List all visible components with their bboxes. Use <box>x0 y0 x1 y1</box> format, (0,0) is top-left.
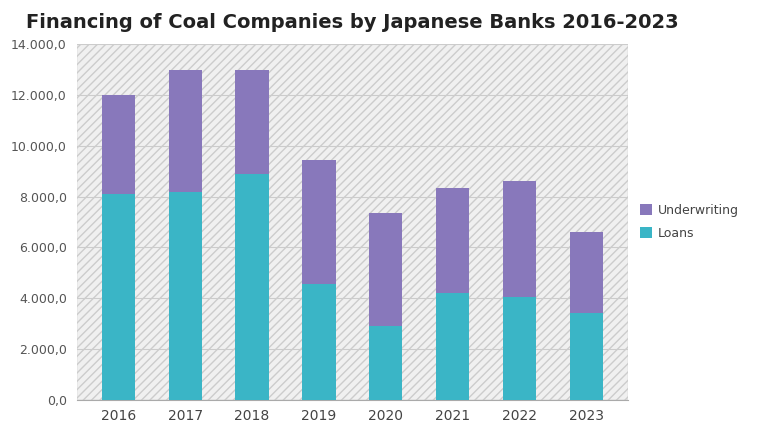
Bar <box>369 326 402 400</box>
Bar <box>436 188 470 293</box>
Title: Financing of Coal Companies by Japanese Banks 2016-2023: Financing of Coal Companies by Japanese … <box>26 13 679 32</box>
Bar <box>502 297 536 400</box>
Bar <box>303 160 336 284</box>
Bar <box>436 293 470 400</box>
Bar <box>102 194 135 400</box>
Bar <box>102 95 135 194</box>
Legend: Underwriting, Loans: Underwriting, Loans <box>640 204 738 240</box>
Bar <box>303 284 336 400</box>
Bar <box>502 182 536 297</box>
Bar <box>570 313 603 400</box>
Bar <box>169 70 202 191</box>
Bar <box>77 44 628 400</box>
Bar <box>570 232 603 313</box>
Bar <box>369 213 402 326</box>
Bar <box>235 174 269 400</box>
Y-axis label: million USD: million USD <box>0 186 2 258</box>
Bar <box>235 70 269 174</box>
Bar <box>169 191 202 400</box>
